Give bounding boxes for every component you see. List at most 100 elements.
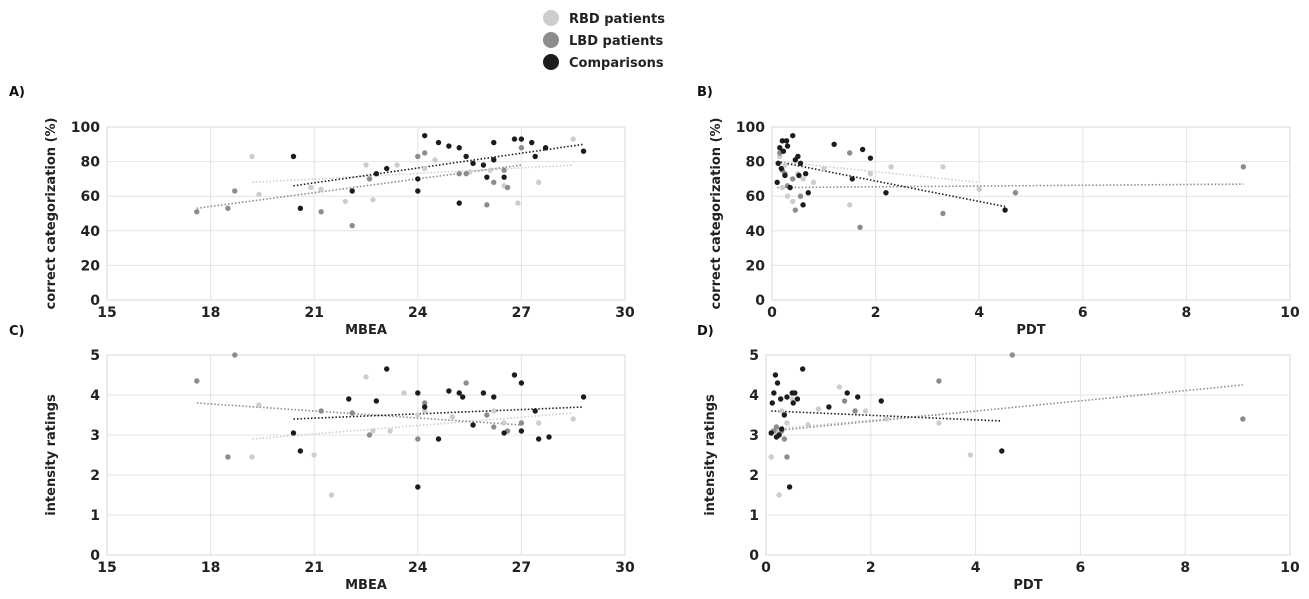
data-point bbox=[940, 210, 946, 217]
series-points bbox=[768, 366, 1005, 490]
data-point bbox=[546, 434, 552, 440]
data-point bbox=[470, 422, 476, 428]
data-point bbox=[784, 454, 790, 460]
data-point bbox=[580, 148, 587, 154]
data-point bbox=[491, 408, 497, 414]
series-points bbox=[290, 366, 587, 490]
data-point bbox=[878, 398, 884, 404]
data-point bbox=[384, 165, 390, 172]
trendline bbox=[771, 384, 1243, 432]
y-tick-label: 40 bbox=[81, 224, 101, 240]
data-point bbox=[373, 398, 380, 404]
panel-d: D) 0 2 4 6 8 10 0 1 2 3 4 5 PDT intensity ratings bbox=[697, 324, 1300, 593]
data-point bbox=[511, 136, 518, 142]
data-point bbox=[415, 390, 421, 396]
data-point bbox=[792, 207, 799, 213]
data-point bbox=[511, 372, 518, 378]
y-axis-title: intensity ratings bbox=[44, 394, 59, 516]
legend-item: Comparisons bbox=[543, 54, 664, 71]
data-point bbox=[487, 167, 494, 173]
x-axis-title: MBEA bbox=[345, 323, 387, 338]
data-point bbox=[790, 132, 796, 139]
data-point bbox=[297, 448, 304, 454]
data-point bbox=[232, 352, 238, 358]
data-point bbox=[768, 430, 774, 436]
data-point bbox=[415, 188, 421, 194]
y-axis-title: intensity ratings bbox=[703, 394, 718, 516]
data-point bbox=[480, 162, 487, 168]
x-tick-label: 8 bbox=[1180, 560, 1190, 576]
data-point bbox=[256, 191, 262, 198]
series-points bbox=[777, 150, 1247, 231]
data-point bbox=[859, 146, 866, 153]
data-point bbox=[775, 160, 781, 167]
trendline bbox=[777, 183, 1244, 189]
data-point bbox=[491, 157, 497, 163]
data-point bbox=[795, 153, 801, 160]
data-point bbox=[784, 420, 790, 426]
x-tick-label: 27 bbox=[512, 305, 531, 321]
plot-frame bbox=[765, 354, 1291, 556]
data-point bbox=[847, 202, 853, 208]
data-point bbox=[779, 184, 786, 191]
data-point bbox=[456, 145, 462, 151]
x-tick-label: 2 bbox=[866, 560, 876, 576]
data-point bbox=[1240, 164, 1247, 170]
x-tick-label: 0 bbox=[761, 560, 771, 576]
data-point bbox=[373, 171, 380, 177]
data-point bbox=[480, 390, 487, 396]
data-point bbox=[435, 139, 442, 146]
data-point bbox=[459, 394, 466, 400]
data-point bbox=[456, 171, 462, 177]
data-point bbox=[782, 172, 788, 179]
x-tick-label: 21 bbox=[304, 560, 323, 576]
y-tick-label: 100 bbox=[736, 120, 765, 136]
data-point bbox=[194, 209, 200, 215]
data-point bbox=[857, 224, 863, 231]
data-point bbox=[518, 136, 525, 142]
x-tick-label: 4 bbox=[974, 305, 984, 321]
data-point bbox=[779, 408, 785, 414]
data-point bbox=[888, 164, 894, 170]
data-point bbox=[570, 136, 576, 142]
trendline bbox=[777, 160, 1006, 208]
trendline bbox=[777, 160, 980, 184]
data-point bbox=[777, 396, 784, 402]
data-point bbox=[463, 153, 469, 160]
data-point bbox=[446, 388, 452, 394]
legend-marker bbox=[543, 32, 559, 48]
y-tick-label: 4 bbox=[749, 388, 759, 404]
data-point bbox=[821, 165, 827, 172]
data-point bbox=[841, 398, 848, 404]
data-point bbox=[826, 404, 832, 410]
data-point bbox=[787, 184, 793, 191]
data-point bbox=[518, 145, 525, 151]
y-tick-label: 60 bbox=[81, 189, 101, 205]
data-point bbox=[422, 400, 428, 406]
data-point bbox=[297, 205, 304, 212]
data-point bbox=[774, 179, 780, 186]
data-point bbox=[532, 408, 538, 414]
y-tick-label: 2 bbox=[749, 468, 759, 484]
data-point bbox=[318, 408, 324, 414]
y-tick-label: 60 bbox=[746, 189, 766, 205]
x-tick-label: 27 bbox=[512, 560, 531, 576]
data-point bbox=[432, 157, 438, 163]
x-tick-label: 15 bbox=[97, 305, 116, 321]
data-point bbox=[936, 420, 942, 426]
data-point bbox=[349, 222, 355, 229]
data-point bbox=[415, 484, 421, 490]
data-point bbox=[800, 202, 806, 208]
data-point bbox=[810, 179, 817, 186]
y-axis-title: correct categorization (%) bbox=[709, 118, 724, 310]
data-point bbox=[799, 366, 806, 372]
data-point bbox=[366, 176, 373, 182]
x-tick-label: 4 bbox=[971, 560, 981, 576]
panel-c: C) 15 18 21 24 27 30 0 1 2 3 4 5 MBEA intensity rating… bbox=[9, 324, 635, 593]
data-point bbox=[786, 484, 793, 490]
data-point bbox=[342, 198, 348, 205]
data-point bbox=[463, 380, 469, 386]
series-points bbox=[777, 153, 982, 208]
legend-label: LBD patients bbox=[569, 34, 664, 49]
data-point bbox=[415, 412, 421, 418]
